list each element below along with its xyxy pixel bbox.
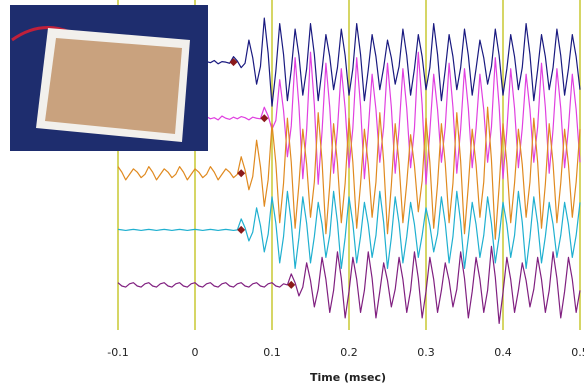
x-tick-label: 0.1 [263,346,281,359]
photo-ceramic [45,38,182,134]
x-tick-label: 0 [192,346,199,359]
onset-marker [237,169,246,178]
trace [117,106,581,240]
trace [198,51,581,185]
sensor-photo [10,5,208,151]
trace [117,245,581,324]
onset-marker [237,225,246,234]
x-tick-label: 0.4 [494,346,512,359]
onset-marker [229,58,238,67]
trace [117,190,581,269]
x-axis-title: Time (msec) [310,371,386,384]
x-tick-label: 0.2 [340,346,358,359]
onset-marker [260,114,269,123]
x-tick-label: -0.1 [107,346,128,359]
x-tick-label: 0.5 [571,346,584,359]
trace [198,17,581,107]
onset-marker [287,280,296,289]
x-tick-label: 0.3 [417,346,435,359]
